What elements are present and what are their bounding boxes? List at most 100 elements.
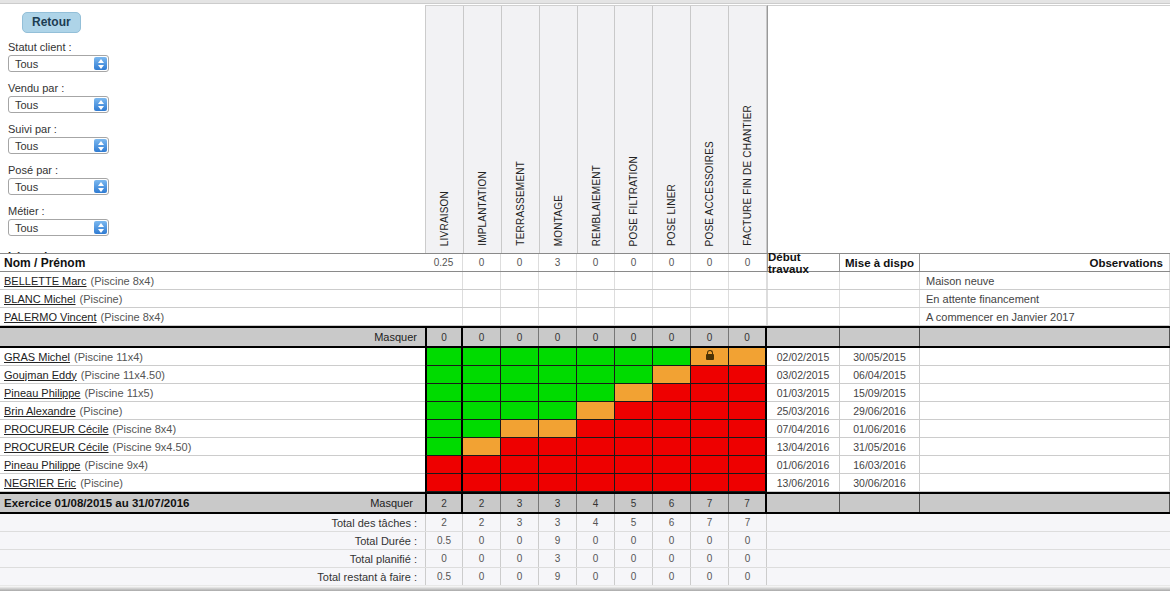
task-count-cell: 7 [729, 494, 767, 512]
status-cell-planned[interactable] [653, 366, 691, 384]
task-count-cell: 0 [425, 328, 463, 346]
filter-select[interactable]: Tous [8, 55, 109, 72]
status-cell-planned[interactable] [539, 420, 577, 438]
status-cell-done[interactable] [615, 366, 653, 384]
status-cell-done[interactable] [425, 438, 463, 456]
lock-icon [706, 354, 714, 360]
status-cell-todo[interactable] [691, 474, 729, 492]
status-cell-todo[interactable] [653, 456, 691, 474]
status-cell-todo[interactable] [729, 366, 767, 384]
status-cell-todo[interactable] [539, 438, 577, 456]
status-cell-todo[interactable] [691, 456, 729, 474]
status-cell-done[interactable] [577, 348, 615, 366]
client-link[interactable]: PROCUREUR Cécile [4, 441, 109, 453]
status-cell-todo[interactable] [653, 402, 691, 420]
client-link[interactable]: Pineau Philippe [4, 387, 80, 399]
client-name-cell: BLANC Michel(Piscine) [0, 290, 425, 307]
status-cell-todo[interactable] [653, 474, 691, 492]
status-cell-done[interactable] [501, 348, 539, 366]
status-cell-done[interactable] [539, 348, 577, 366]
status-cell-todo[interactable] [577, 420, 615, 438]
status-cell-planned[interactable] [729, 348, 767, 366]
status-cell-done[interactable] [425, 402, 463, 420]
client-link[interactable]: PROCUREUR Cécile [4, 423, 109, 435]
status-cell-planned[interactable] [463, 438, 501, 456]
back-button[interactable]: Retour [22, 12, 81, 33]
status-cell-todo[interactable] [501, 456, 539, 474]
status-cell-done[interactable] [425, 366, 463, 384]
status-cell-done[interactable] [463, 348, 501, 366]
status-cell-todo[interactable] [501, 438, 539, 456]
status-cell-todo[interactable] [653, 384, 691, 402]
status-cell-todo[interactable] [615, 438, 653, 456]
status-cell-todo[interactable] [653, 420, 691, 438]
status-cell-done[interactable] [425, 348, 463, 366]
status-cell-todo[interactable] [615, 456, 653, 474]
filter-select[interactable]: Tous [8, 178, 109, 195]
status-cell-todo[interactable] [729, 456, 767, 474]
status-cell-done[interactable] [501, 366, 539, 384]
status-cell-done[interactable] [463, 366, 501, 384]
status-cell-done[interactable] [463, 420, 501, 438]
mask-toggle[interactable]: Masquer [370, 497, 417, 509]
status-cell-planned[interactable] [615, 384, 653, 402]
status-cell-todo[interactable] [691, 438, 729, 456]
status-cell-done[interactable] [653, 348, 691, 366]
status-cell-todo[interactable] [463, 474, 501, 492]
status-cell-done[interactable] [539, 402, 577, 420]
status-cell-todo[interactable] [691, 402, 729, 420]
total-label-cell: Total Durée : [0, 532, 425, 549]
filter-select[interactable]: Tous [8, 96, 109, 113]
total-value-cell: 9 [539, 532, 577, 549]
status-cell-todo[interactable] [729, 438, 767, 456]
status-cell-todo[interactable] [501, 474, 539, 492]
filter-select[interactable]: Tous [8, 137, 109, 154]
status-cell-todo[interactable] [729, 474, 767, 492]
status-cell-todo[interactable] [577, 474, 615, 492]
task-column-label: REMBLAIEMENT [591, 165, 602, 246]
status-cell-planned[interactable] [691, 348, 729, 366]
status-cell-todo[interactable] [729, 384, 767, 402]
select-value: Tous [15, 222, 38, 234]
status-cell-todo[interactable] [577, 438, 615, 456]
status-cell-todo[interactable] [691, 366, 729, 384]
status-cell-todo[interactable] [729, 420, 767, 438]
status-cell-done[interactable] [615, 348, 653, 366]
status-cell-planned[interactable] [577, 402, 615, 420]
filter-select[interactable]: Tous [8, 219, 109, 236]
status-cell-done[interactable] [425, 420, 463, 438]
status-cell-done[interactable] [539, 366, 577, 384]
status-cell-done[interactable] [463, 402, 501, 420]
client-link[interactable]: PALERMO Vincent [4, 311, 97, 323]
status-cell-done[interactable] [577, 384, 615, 402]
status-cell-todo[interactable] [539, 474, 577, 492]
status-cell-todo[interactable] [463, 456, 501, 474]
status-cell-done[interactable] [463, 384, 501, 402]
status-cell-todo[interactable] [425, 456, 463, 474]
status-cell-todo[interactable] [691, 420, 729, 438]
client-link[interactable]: BELLETTE Marc [4, 275, 87, 287]
start-date-cell: 01/03/2015 [767, 384, 840, 402]
status-cell-todo[interactable] [615, 474, 653, 492]
status-cell-todo[interactable] [539, 456, 577, 474]
client-link[interactable]: GRAS Michel [4, 351, 70, 363]
status-cell-done[interactable] [425, 384, 463, 402]
status-cell-done[interactable] [501, 384, 539, 402]
status-cell-todo[interactable] [425, 474, 463, 492]
client-link[interactable]: BLANC Michel [4, 293, 76, 305]
status-cell-planned[interactable] [501, 420, 539, 438]
client-link[interactable]: Brin Alexandre [4, 405, 76, 417]
status-cell-todo[interactable] [615, 402, 653, 420]
status-cell-done[interactable] [577, 366, 615, 384]
client-link[interactable]: Goujman Eddy [4, 369, 77, 381]
mask-toggle[interactable]: Masquer [374, 331, 417, 343]
status-cell-todo[interactable] [653, 438, 691, 456]
status-cell-todo[interactable] [691, 384, 729, 402]
client-link[interactable]: NEGRIER Eric [4, 477, 76, 489]
status-cell-todo[interactable] [577, 456, 615, 474]
status-cell-done[interactable] [539, 384, 577, 402]
status-cell-todo[interactable] [729, 402, 767, 420]
status-cell-todo[interactable] [615, 420, 653, 438]
status-cell-done[interactable] [501, 402, 539, 420]
client-link[interactable]: Pineau Philippe [4, 459, 80, 471]
